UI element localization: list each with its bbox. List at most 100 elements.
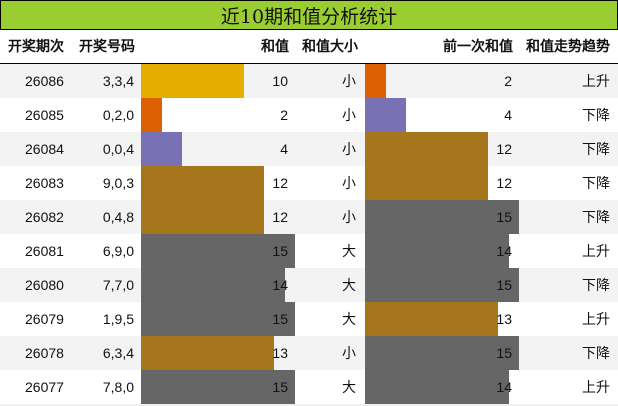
period-cell: 26079 — [25, 311, 64, 327]
sum-cell: 15 — [272, 379, 288, 395]
sum-bar — [141, 64, 244, 98]
prev-sum-cell: 14 — [496, 379, 512, 395]
size-cell: 小 — [342, 107, 356, 123]
size-cell: 小 — [342, 175, 356, 191]
prev-sum-bar — [365, 64, 386, 98]
table-row: 26084 0,0,4 4 小 12 下降 — [0, 132, 618, 166]
trend-cell: 上升 — [582, 379, 610, 395]
size-cell: 大 — [342, 243, 356, 259]
sum-cell: 15 — [272, 243, 288, 259]
table-row: 26082 0,4,8 12 小 15 下降 — [0, 200, 618, 234]
table-row: 26079 1,9,5 15 大 13 上升 — [0, 302, 618, 336]
prev-sum-bar — [365, 234, 509, 268]
table-row: 26086 3,3,4 10 小 2 上升 — [0, 64, 618, 98]
trend-cell: 下降 — [582, 141, 610, 157]
column-header-period: 开奖期次 — [8, 38, 64, 54]
numbers-cell: 0,4,8 — [102, 209, 134, 225]
table-bottom-border — [0, 404, 618, 406]
prev-sum-bar — [365, 370, 509, 404]
trend-cell: 上升 — [582, 311, 610, 327]
sum-bar — [141, 234, 295, 268]
column-header-numbers: 开奖号码 — [79, 38, 135, 54]
sum-cell: 4 — [280, 141, 288, 157]
prev-sum-cell: 15 — [496, 277, 512, 293]
size-cell: 小 — [342, 73, 356, 89]
size-cell: 大 — [342, 277, 356, 293]
prev-sum-bar — [365, 336, 519, 370]
sum-bar — [141, 268, 285, 302]
size-cell: 小 — [342, 345, 356, 361]
table-row: 26078 6,3,4 13 小 15 下降 — [0, 336, 618, 370]
size-cell: 大 — [342, 379, 356, 395]
trend-cell: 上升 — [582, 243, 610, 259]
period-cell: 26078 — [25, 345, 64, 361]
prev-sum-cell: 14 — [496, 243, 512, 259]
trend-cell: 下降 — [582, 345, 610, 361]
prev-sum-cell: 15 — [496, 345, 512, 361]
table-row: 26081 6,9,0 15 大 14 上升 — [0, 234, 618, 268]
table-title-text: 近10期和值分析统计 — [220, 5, 398, 28]
numbers-cell: 7,8,0 — [102, 379, 134, 395]
numbers-cell: 1,9,5 — [102, 311, 134, 327]
table-body: 26086 3,3,4 10 小 2 上升 26085 0,2,0 2 小 4 … — [0, 64, 618, 404]
period-cell: 26085 — [25, 107, 64, 123]
numbers-cell: 0,2,0 — [102, 107, 134, 123]
sum-cell: 12 — [272, 175, 288, 191]
prev-sum-cell: 15 — [496, 209, 512, 225]
sum-cell: 15 — [272, 311, 288, 327]
period-cell: 26077 — [25, 379, 64, 395]
prev-sum-bar — [365, 268, 519, 302]
period-cell: 26086 — [25, 73, 64, 89]
sum-cell: 14 — [272, 277, 288, 293]
trend-cell: 上升 — [582, 73, 610, 89]
sum-cell: 13 — [272, 345, 288, 361]
table-title: 近10期和值分析统计 — [0, 0, 618, 30]
prev-sum-cell: 12 — [496, 141, 512, 157]
period-cell: 26083 — [25, 175, 64, 191]
numbers-cell: 6,9,0 — [102, 243, 134, 259]
sum-bar — [141, 336, 274, 370]
numbers-cell: 3,3,4 — [102, 73, 134, 89]
column-header-sum: 和值 — [261, 38, 289, 54]
table-row: 26080 7,7,0 14 大 15 下降 — [0, 268, 618, 302]
prev-sum-cell: 2 — [504, 73, 512, 89]
column-header-prev-sum: 前一次和值 — [443, 38, 513, 54]
prev-sum-bar — [365, 98, 406, 132]
sum-cell: 12 — [272, 209, 288, 225]
sum-bar — [141, 370, 295, 404]
table-row: 26083 9,0,3 12 小 12 下降 — [0, 166, 618, 200]
table-row: 26077 7,8,0 15 大 14 上升 — [0, 370, 618, 404]
sum-bar — [141, 166, 264, 200]
sum-bar — [141, 302, 295, 336]
numbers-cell: 0,0,4 — [102, 141, 134, 157]
size-cell: 小 — [342, 141, 356, 157]
trend-cell: 下降 — [582, 209, 610, 225]
prev-sum-bar — [365, 132, 488, 166]
table-row: 26085 0,2,0 2 小 4 下降 — [0, 98, 618, 132]
size-cell: 小 — [342, 209, 356, 225]
numbers-cell: 7,7,0 — [102, 277, 134, 293]
trend-cell: 下降 — [582, 107, 610, 123]
sum-bar — [141, 200, 264, 234]
period-cell: 26084 — [25, 141, 64, 157]
prev-sum-bar — [365, 166, 488, 200]
prev-sum-cell: 12 — [496, 175, 512, 191]
prev-sum-bar — [365, 200, 519, 234]
size-cell: 大 — [342, 311, 356, 327]
sum-bar — [141, 98, 162, 132]
trend-cell: 下降 — [582, 277, 610, 293]
prev-sum-bar — [365, 302, 498, 336]
period-cell: 26082 — [25, 209, 64, 225]
prev-sum-cell: 13 — [496, 311, 512, 327]
sum-cell: 2 — [280, 107, 288, 123]
period-cell: 26080 — [25, 277, 64, 293]
numbers-cell: 9,0,3 — [102, 175, 134, 191]
trend-cell: 下降 — [582, 175, 610, 191]
column-header-trend: 和值走势趋势 — [526, 38, 610, 54]
numbers-cell: 6,3,4 — [102, 345, 134, 361]
column-header-size: 和值大小 — [302, 38, 358, 54]
prev-sum-cell: 4 — [504, 107, 512, 123]
sum-cell: 10 — [272, 73, 288, 89]
period-cell: 26081 — [25, 243, 64, 259]
sum-bar — [141, 132, 182, 166]
